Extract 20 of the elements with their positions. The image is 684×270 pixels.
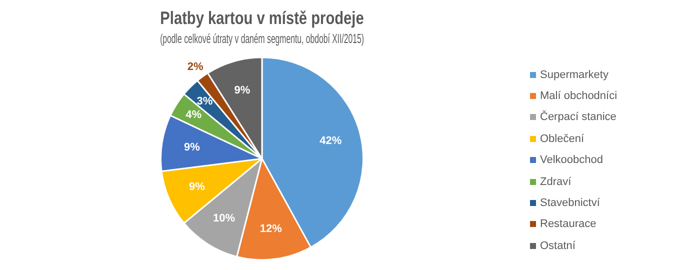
chart-subtitle: (podle celkové útraty v daném segmentu, období XII/2015) bbox=[160, 32, 364, 47]
data-label: 4% bbox=[186, 109, 202, 122]
legend-label: Malí obchodníci bbox=[539, 89, 618, 104]
data-label: 42% bbox=[320, 135, 342, 148]
data-label: 9% bbox=[184, 142, 200, 154]
legend-label: Ostatní bbox=[539, 238, 576, 254]
legend-label: Velkoobchod bbox=[539, 153, 604, 168]
data-label: 3% bbox=[196, 95, 213, 108]
data-label: 2% bbox=[187, 60, 204, 73]
data-label: 9% bbox=[189, 180, 206, 193]
data-label: 10% bbox=[213, 212, 236, 224]
legend-label: Supermarkety bbox=[539, 68, 610, 83]
chart-title: Platby kartou v místě prodeje bbox=[160, 8, 364, 28]
legend-label: Zdraví bbox=[539, 174, 572, 190]
data-label: 9% bbox=[234, 84, 250, 97]
legend-label: Oblečení bbox=[539, 132, 586, 147]
legend-label: Restaurace bbox=[539, 217, 598, 232]
legend-label: Stavebnictví bbox=[539, 196, 601, 212]
legend-label: Čerpací stanice bbox=[539, 109, 618, 126]
data-label: 12% bbox=[260, 222, 282, 235]
